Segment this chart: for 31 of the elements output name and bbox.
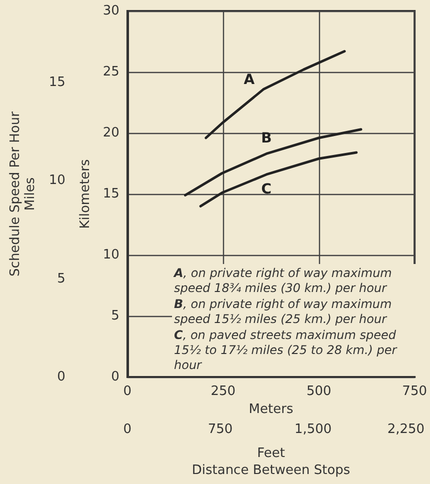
x2-tick-label: 750 xyxy=(208,422,233,437)
y2-tick-label: 15 xyxy=(48,74,66,90)
y-tick-label: 5 xyxy=(111,308,120,324)
x2-tick-label: 2,250 xyxy=(387,422,425,437)
x2-tick-label: 1,500 xyxy=(294,422,332,437)
series-label: C xyxy=(261,181,272,198)
x2-axis-title: Feet Distance Between Stops xyxy=(192,446,350,478)
y-tick-label: 10 xyxy=(102,248,120,262)
x-tick-label: 250 xyxy=(210,384,236,399)
y2-tick-label: 0 xyxy=(57,370,66,384)
x2-tick-label: 0 xyxy=(123,422,132,437)
line-series xyxy=(184,128,362,196)
y-tick-label: 20 xyxy=(102,126,120,140)
y-tick-label: 25 xyxy=(102,64,120,80)
y2-axis-title: Schedule Speed Per Hour Miles xyxy=(8,110,38,276)
annotation: C, on paved streets maximum speed 15½ to 17½ miles (25 to 28 km.) per hour xyxy=(174,328,398,373)
annotation: B, on private right of way maximum speed 15½ miles (25 km.) per hour xyxy=(174,297,393,327)
annotation: A, on private right of way maximum speed 18¾ miles (30 km.) per hour xyxy=(174,266,393,296)
y-axis-title: Kilometers xyxy=(78,158,93,229)
x-axis-title: Meters xyxy=(248,402,294,417)
y-tick-label: 15 xyxy=(102,186,120,202)
y2-tick-label: 10 xyxy=(48,173,66,188)
x-tick-label: 500 xyxy=(306,384,332,399)
series-label: B xyxy=(261,130,272,147)
line-series xyxy=(199,151,358,208)
x-tick-label: 750 xyxy=(402,384,428,399)
x-tick-label: 0 xyxy=(123,384,132,399)
series-label: A xyxy=(244,72,255,88)
y-tick-label: 0 xyxy=(111,370,120,384)
y2-tick-label: 5 xyxy=(57,271,66,286)
y-tick-label: 30 xyxy=(102,4,120,18)
